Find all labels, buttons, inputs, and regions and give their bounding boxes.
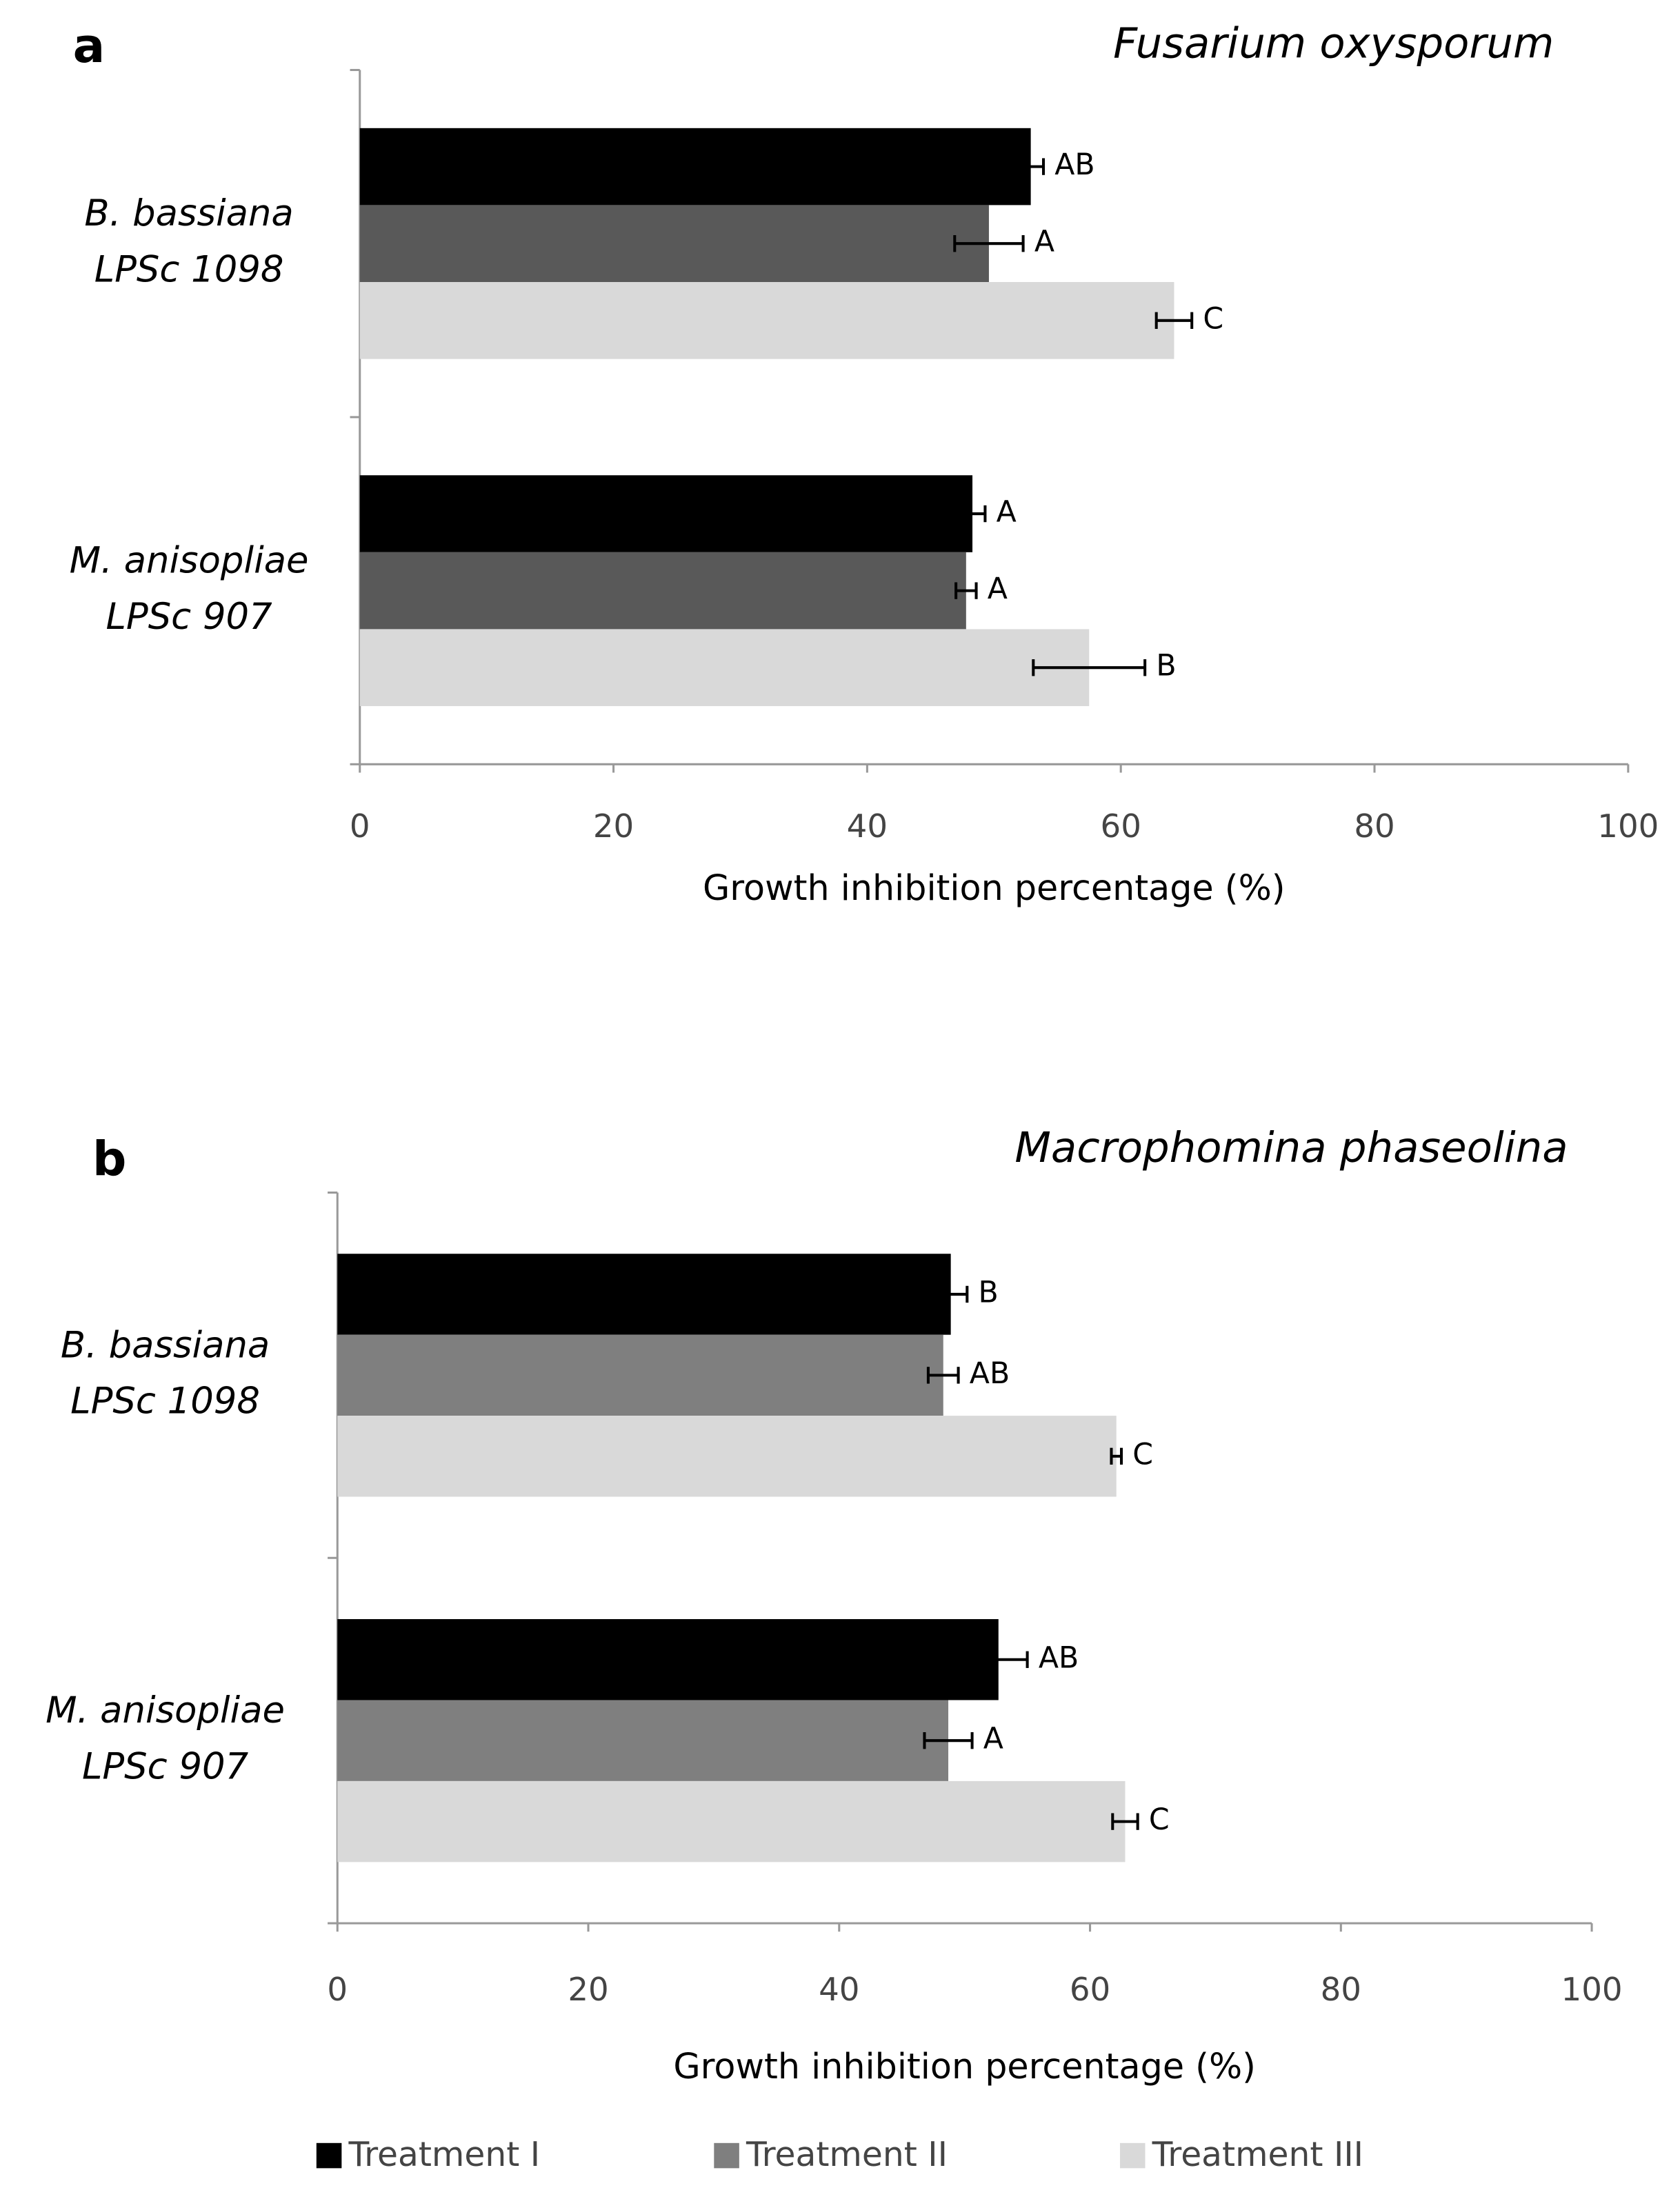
letter-label: AB xyxy=(1039,1640,1079,1675)
letter-label: AB xyxy=(1054,148,1094,182)
bar xyxy=(337,1700,949,1781)
letter-label: AB xyxy=(970,1356,1010,1391)
x-tick-label: 40 xyxy=(847,808,888,845)
letter-label: A xyxy=(988,572,1008,606)
x-tick-label: 20 xyxy=(593,808,634,845)
letter-label: A xyxy=(983,1722,1003,1756)
category-label: M. anisopliae xyxy=(46,1689,285,1731)
error-bar xyxy=(1032,659,1147,676)
category-label: M. anisopliae xyxy=(70,540,309,582)
legend-swatch xyxy=(714,2142,739,2169)
error-bar xyxy=(1154,312,1194,329)
bar xyxy=(359,552,966,630)
bar xyxy=(359,475,973,552)
error-bar xyxy=(1111,1813,1139,1830)
x-tick-label: 60 xyxy=(1101,808,1141,845)
legend-label: Treatment II xyxy=(746,2136,948,2174)
x-tick-label: 20 xyxy=(568,1971,608,2009)
legend-swatch xyxy=(1119,2142,1146,2169)
error-bar xyxy=(926,1367,960,1384)
bar xyxy=(337,1254,951,1335)
error-bar xyxy=(968,1651,1029,1668)
panel-label: a xyxy=(73,19,106,74)
bar xyxy=(337,1780,1126,1862)
error-bar xyxy=(1017,158,1046,175)
x-tick-label: 0 xyxy=(350,808,370,845)
bar xyxy=(359,205,989,283)
legend-label: Treatment III xyxy=(1152,2136,1363,2174)
error-bar xyxy=(923,1732,974,1749)
x-tick-label: 80 xyxy=(1321,1971,1361,2009)
bar xyxy=(359,282,1174,359)
legend-swatch xyxy=(316,2142,342,2169)
bar xyxy=(337,1619,999,1700)
bar xyxy=(359,629,1090,707)
letter-label: A xyxy=(997,495,1017,530)
bar xyxy=(337,1416,1117,1497)
panel-label: b xyxy=(92,1132,126,1187)
error-bar xyxy=(954,582,978,599)
bar xyxy=(359,128,1031,205)
x-axis-label: Growth inhibition percentage (%) xyxy=(673,2046,1256,2087)
category-label: B. bassiana xyxy=(61,1324,270,1366)
x-tick-label: 100 xyxy=(1561,1971,1623,2009)
error-bar xyxy=(932,1285,969,1303)
error-bar xyxy=(953,235,1025,252)
chart-title: Macrophomina phaseolina xyxy=(1014,1123,1568,1172)
category-label: LPSc 1098 xyxy=(70,1380,260,1423)
letter-label: A xyxy=(1034,225,1054,259)
x-tick-label: 100 xyxy=(1597,808,1659,845)
x-tick-label: 0 xyxy=(327,1971,348,2009)
letter-label: B xyxy=(1156,649,1176,683)
letter-label: C xyxy=(1149,1803,1170,1837)
category-label: LPSc 907 xyxy=(106,596,272,638)
letter-label: C xyxy=(1203,301,1223,336)
category-label: LPSc 907 xyxy=(82,1745,249,1787)
legend-label: Treatment I xyxy=(348,2136,540,2174)
category-label: LPSc 1098 xyxy=(94,248,284,290)
category-label: B. bassiana xyxy=(84,192,293,234)
error-bar xyxy=(958,505,987,523)
letter-label: C xyxy=(1132,1437,1153,1472)
letter-label: B xyxy=(979,1275,999,1309)
error-bar xyxy=(1110,1447,1123,1465)
x-tick-label: 60 xyxy=(1070,1971,1110,2009)
x-tick-label: 80 xyxy=(1354,808,1394,845)
x-axis-label: Growth inhibition percentage (%) xyxy=(703,867,1286,908)
x-tick-label: 40 xyxy=(819,1971,859,2009)
bar xyxy=(337,1334,943,1416)
chart-title: Fusarium oxysporum xyxy=(1113,19,1554,68)
